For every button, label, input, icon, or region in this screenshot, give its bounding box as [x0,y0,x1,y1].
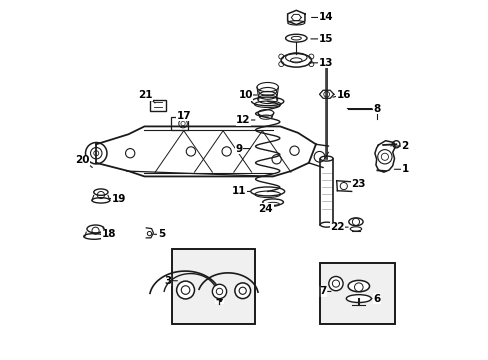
Text: 20: 20 [75,156,89,165]
Text: 12: 12 [236,115,250,125]
Ellipse shape [349,227,361,231]
Text: 2: 2 [401,141,408,151]
Bar [150,100,165,111]
Ellipse shape [87,225,104,233]
Ellipse shape [94,189,108,195]
Circle shape [176,281,194,299]
Text: 21: 21 [138,90,152,100]
Ellipse shape [348,218,363,226]
Ellipse shape [83,234,104,239]
Circle shape [234,283,250,298]
Bar [172,249,255,324]
Bar [170,117,188,130]
Ellipse shape [346,295,370,302]
Text: 9: 9 [235,144,242,154]
Text: 15: 15 [318,34,332,44]
Text: 8: 8 [372,104,380,113]
Circle shape [328,276,343,291]
Ellipse shape [347,280,369,292]
Text: 22: 22 [329,222,344,232]
Text: 16: 16 [336,90,350,100]
Circle shape [212,284,226,298]
Text: 23: 23 [351,179,366,189]
Ellipse shape [320,156,332,161]
Ellipse shape [92,198,110,203]
Text: 14: 14 [318,13,333,22]
Text: 1: 1 [401,164,408,174]
Text: 10: 10 [238,90,252,100]
Text: 6: 6 [372,294,380,303]
Bar [320,263,394,324]
Text: 11: 11 [231,186,245,197]
Bar [172,249,255,324]
Text: 3: 3 [164,276,171,286]
Text: 19: 19 [111,194,126,203]
Text: 4: 4 [215,294,223,303]
Text: 7: 7 [319,287,326,296]
Text: 18: 18 [102,229,116,239]
Text: 24: 24 [258,203,273,213]
Ellipse shape [320,222,332,227]
Text: 13: 13 [318,58,332,68]
Bar [320,263,394,324]
Text: 5: 5 [158,229,165,239]
Text: 17: 17 [176,111,191,121]
